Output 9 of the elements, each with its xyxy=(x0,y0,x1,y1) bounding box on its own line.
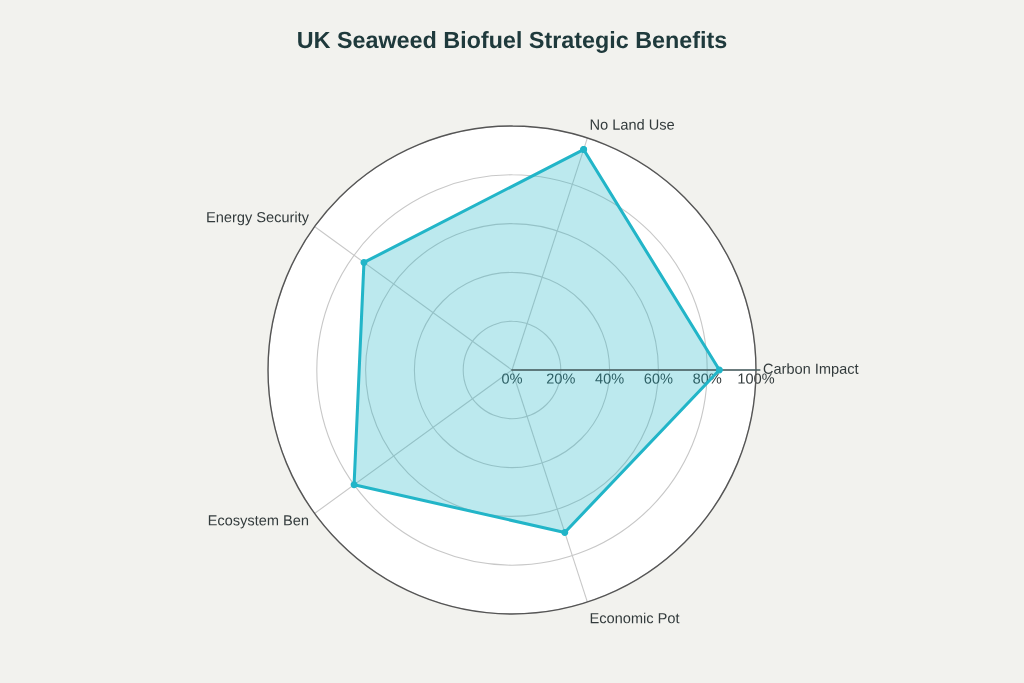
chart-title: UK Seaweed Biofuel Strategic Benefits xyxy=(298,31,727,53)
y-tick-label: 20% xyxy=(546,373,575,384)
spoke-label: No Land Use xyxy=(590,119,675,130)
spoke-label: Energy Security xyxy=(207,211,309,226)
spoke-label: Economic Pot xyxy=(590,612,680,624)
y-tick-label: 0% xyxy=(502,373,523,384)
y-tick-label: 40% xyxy=(595,373,624,384)
y-tick-label: 60% xyxy=(644,373,673,384)
spoke-label: Ecosystem Ben xyxy=(208,515,309,529)
